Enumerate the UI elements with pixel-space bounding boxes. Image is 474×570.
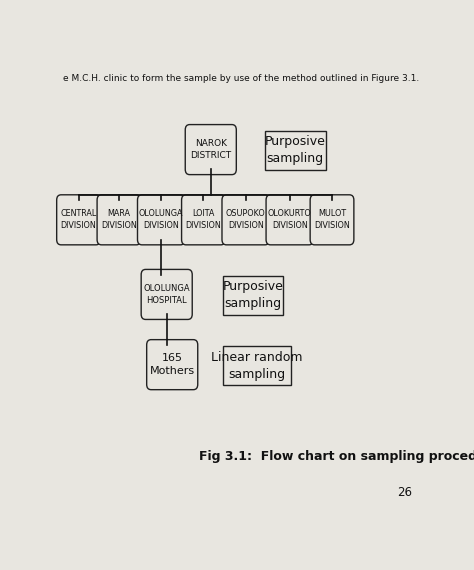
FancyBboxPatch shape: [265, 131, 326, 170]
Text: MULOT
DIVISION: MULOT DIVISION: [314, 209, 350, 230]
Text: LOITA
DIVISION: LOITA DIVISION: [185, 209, 221, 230]
FancyBboxPatch shape: [141, 270, 192, 319]
Text: 26: 26: [397, 486, 412, 499]
FancyBboxPatch shape: [223, 275, 283, 315]
FancyBboxPatch shape: [266, 195, 313, 245]
Text: 165
Mothers: 165 Mothers: [150, 353, 195, 376]
FancyBboxPatch shape: [310, 195, 354, 245]
FancyBboxPatch shape: [222, 195, 269, 245]
FancyBboxPatch shape: [223, 346, 291, 385]
Text: CENTRAL
DIVISION: CENTRAL DIVISION: [60, 209, 97, 230]
FancyBboxPatch shape: [185, 125, 237, 174]
Text: e M.C.H. clinic to form the sample by use of the method outlined in Figure 3.1.: e M.C.H. clinic to form the sample by us…: [63, 74, 419, 83]
Text: Purposive
sampling: Purposive sampling: [223, 280, 283, 310]
Text: OLOKURTO
DIVISION: OLOKURTO DIVISION: [268, 209, 311, 230]
FancyBboxPatch shape: [97, 195, 141, 245]
FancyBboxPatch shape: [57, 195, 100, 245]
FancyBboxPatch shape: [146, 340, 198, 390]
Text: OLOLUNGA
HOSPITAL: OLOLUNGA HOSPITAL: [144, 284, 190, 305]
Text: NAROK
DISTRICT: NAROK DISTRICT: [190, 139, 231, 160]
Text: Fig 3.1:  Flow chart on sampling procedure: Fig 3.1: Flow chart on sampling procedur…: [199, 450, 474, 463]
Text: MARA
DIVISION: MARA DIVISION: [101, 209, 137, 230]
FancyBboxPatch shape: [137, 195, 185, 245]
Text: OSUPOKO
DIVISION: OSUPOKO DIVISION: [226, 209, 265, 230]
Text: OLOLUNGA
DIVISION: OLOLUNGA DIVISION: [139, 209, 183, 230]
FancyBboxPatch shape: [182, 195, 225, 245]
Text: Purposive
sampling: Purposive sampling: [265, 136, 326, 165]
Text: Linear random
sampling: Linear random sampling: [211, 351, 302, 381]
